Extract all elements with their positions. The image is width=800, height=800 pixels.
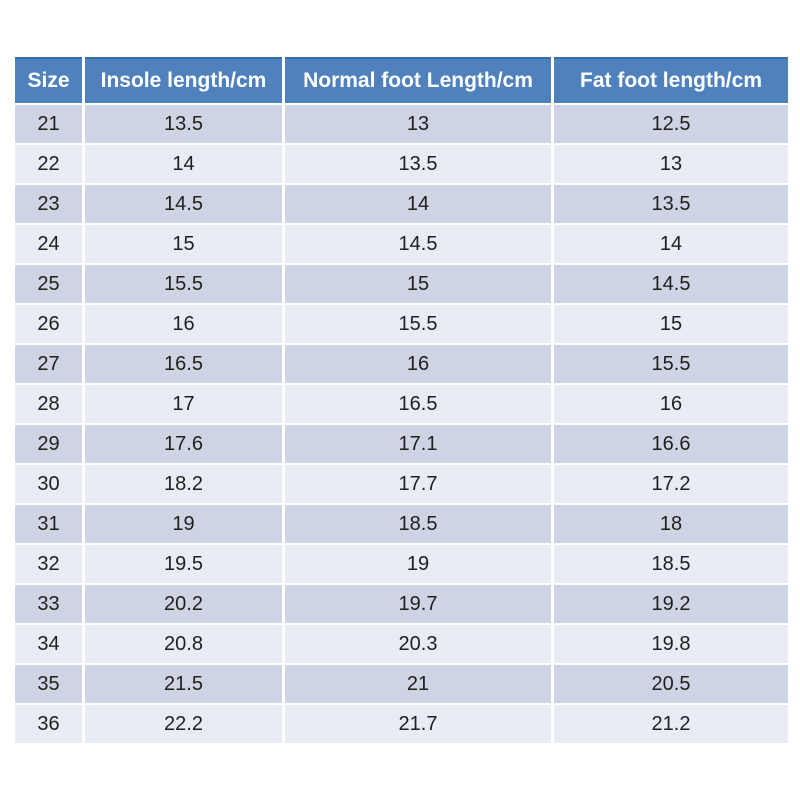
cell-normal-foot-length: 15 [285, 265, 551, 303]
cell-normal-foot-length: 20.3 [285, 625, 551, 663]
cell-normal-foot-length: 14.5 [285, 225, 551, 263]
cell-normal-foot-length: 19 [285, 545, 551, 583]
cell-size: 34 [15, 625, 82, 663]
cell-fat-foot-length: 15 [554, 305, 788, 343]
cell-insole-length: 13.5 [85, 105, 282, 143]
cell-insole-length: 20.8 [85, 625, 282, 663]
cell-normal-foot-length: 16 [285, 345, 551, 383]
cell-fat-foot-length: 16.6 [554, 425, 788, 463]
cell-normal-foot-length: 13.5 [285, 145, 551, 183]
table-row: 21 13.5 13 12.5 [15, 105, 788, 143]
cell-insole-length: 14 [85, 145, 282, 183]
cell-fat-foot-length: 13.5 [554, 185, 788, 223]
table-row: 25 15.5 15 14.5 [15, 265, 788, 303]
cell-normal-foot-length: 21 [285, 665, 551, 703]
cell-size: 31 [15, 505, 82, 543]
cell-size: 28 [15, 385, 82, 423]
cell-normal-foot-length: 15.5 [285, 305, 551, 343]
size-chart-table: Size Insole length/cm Normal foot Length… [12, 55, 791, 745]
cell-normal-foot-length: 16.5 [285, 385, 551, 423]
table-row: 22 14 13.5 13 [15, 145, 788, 183]
table-row: 24 15 14.5 14 [15, 225, 788, 263]
table-row: 29 17.6 17.1 16.6 [15, 425, 788, 463]
cell-insole-length: 14.5 [85, 185, 282, 223]
table-header: Size Insole length/cm Normal foot Length… [15, 57, 788, 103]
table-row: 36 22.2 21.7 21.2 [15, 705, 788, 743]
column-header-normal-foot-length: Normal foot Length/cm [285, 57, 551, 103]
cell-fat-foot-length: 21.2 [554, 705, 788, 743]
table-body: 21 13.5 13 12.5 22 14 13.5 13 23 14.5 14 [15, 105, 788, 743]
table-row: 27 16.5 16 15.5 [15, 345, 788, 383]
cell-normal-foot-length: 21.7 [285, 705, 551, 743]
column-header-size: Size [15, 57, 82, 103]
cell-normal-foot-length: 17.1 [285, 425, 551, 463]
table-row: 35 21.5 21 20.5 [15, 665, 788, 703]
cell-insole-length: 15 [85, 225, 282, 263]
cell-size: 27 [15, 345, 82, 383]
cell-insole-length: 21.5 [85, 665, 282, 703]
cell-fat-foot-length: 16 [554, 385, 788, 423]
cell-size: 33 [15, 585, 82, 623]
cell-normal-foot-length: 13 [285, 105, 551, 143]
cell-insole-length: 18.2 [85, 465, 282, 503]
cell-size: 23 [15, 185, 82, 223]
table-row: 33 20.2 19.7 19.2 [15, 585, 788, 623]
table-row: 30 18.2 17.7 17.2 [15, 465, 788, 503]
table-row: 26 16 15.5 15 [15, 305, 788, 343]
cell-fat-foot-length: 19.2 [554, 585, 788, 623]
cell-normal-foot-length: 17.7 [285, 465, 551, 503]
cell-fat-foot-length: 15.5 [554, 345, 788, 383]
cell-size: 25 [15, 265, 82, 303]
cell-insole-length: 19.5 [85, 545, 282, 583]
cell-insole-length: 22.2 [85, 705, 282, 743]
table-row: 32 19.5 19 18.5 [15, 545, 788, 583]
cell-fat-foot-length: 12.5 [554, 105, 788, 143]
cell-size: 29 [15, 425, 82, 463]
table-row: 23 14.5 14 13.5 [15, 185, 788, 223]
cell-size: 22 [15, 145, 82, 183]
header-row: Size Insole length/cm Normal foot Length… [15, 57, 788, 103]
cell-size: 32 [15, 545, 82, 583]
cell-insole-length: 15.5 [85, 265, 282, 303]
table-row: 31 19 18.5 18 [15, 505, 788, 543]
cell-size: 35 [15, 665, 82, 703]
cell-normal-foot-length: 14 [285, 185, 551, 223]
table-row: 34 20.8 20.3 19.8 [15, 625, 788, 663]
cell-fat-foot-length: 17.2 [554, 465, 788, 503]
column-header-fat-foot-length: Fat foot length/cm [554, 57, 788, 103]
cell-fat-foot-length: 14.5 [554, 265, 788, 303]
table-row: 28 17 16.5 16 [15, 385, 788, 423]
cell-size: 21 [15, 105, 82, 143]
cell-insole-length: 16.5 [85, 345, 282, 383]
cell-insole-length: 17 [85, 385, 282, 423]
cell-fat-foot-length: 18 [554, 505, 788, 543]
cell-insole-length: 19 [85, 505, 282, 543]
column-header-insole-length: Insole length/cm [85, 57, 282, 103]
cell-size: 24 [15, 225, 82, 263]
cell-fat-foot-length: 13 [554, 145, 788, 183]
cell-size: 30 [15, 465, 82, 503]
cell-insole-length: 17.6 [85, 425, 282, 463]
cell-fat-foot-length: 14 [554, 225, 788, 263]
cell-size: 36 [15, 705, 82, 743]
cell-fat-foot-length: 20.5 [554, 665, 788, 703]
cell-fat-foot-length: 18.5 [554, 545, 788, 583]
cell-normal-foot-length: 19.7 [285, 585, 551, 623]
cell-insole-length: 20.2 [85, 585, 282, 623]
cell-size: 26 [15, 305, 82, 343]
cell-fat-foot-length: 19.8 [554, 625, 788, 663]
cell-insole-length: 16 [85, 305, 282, 343]
cell-normal-foot-length: 18.5 [285, 505, 551, 543]
